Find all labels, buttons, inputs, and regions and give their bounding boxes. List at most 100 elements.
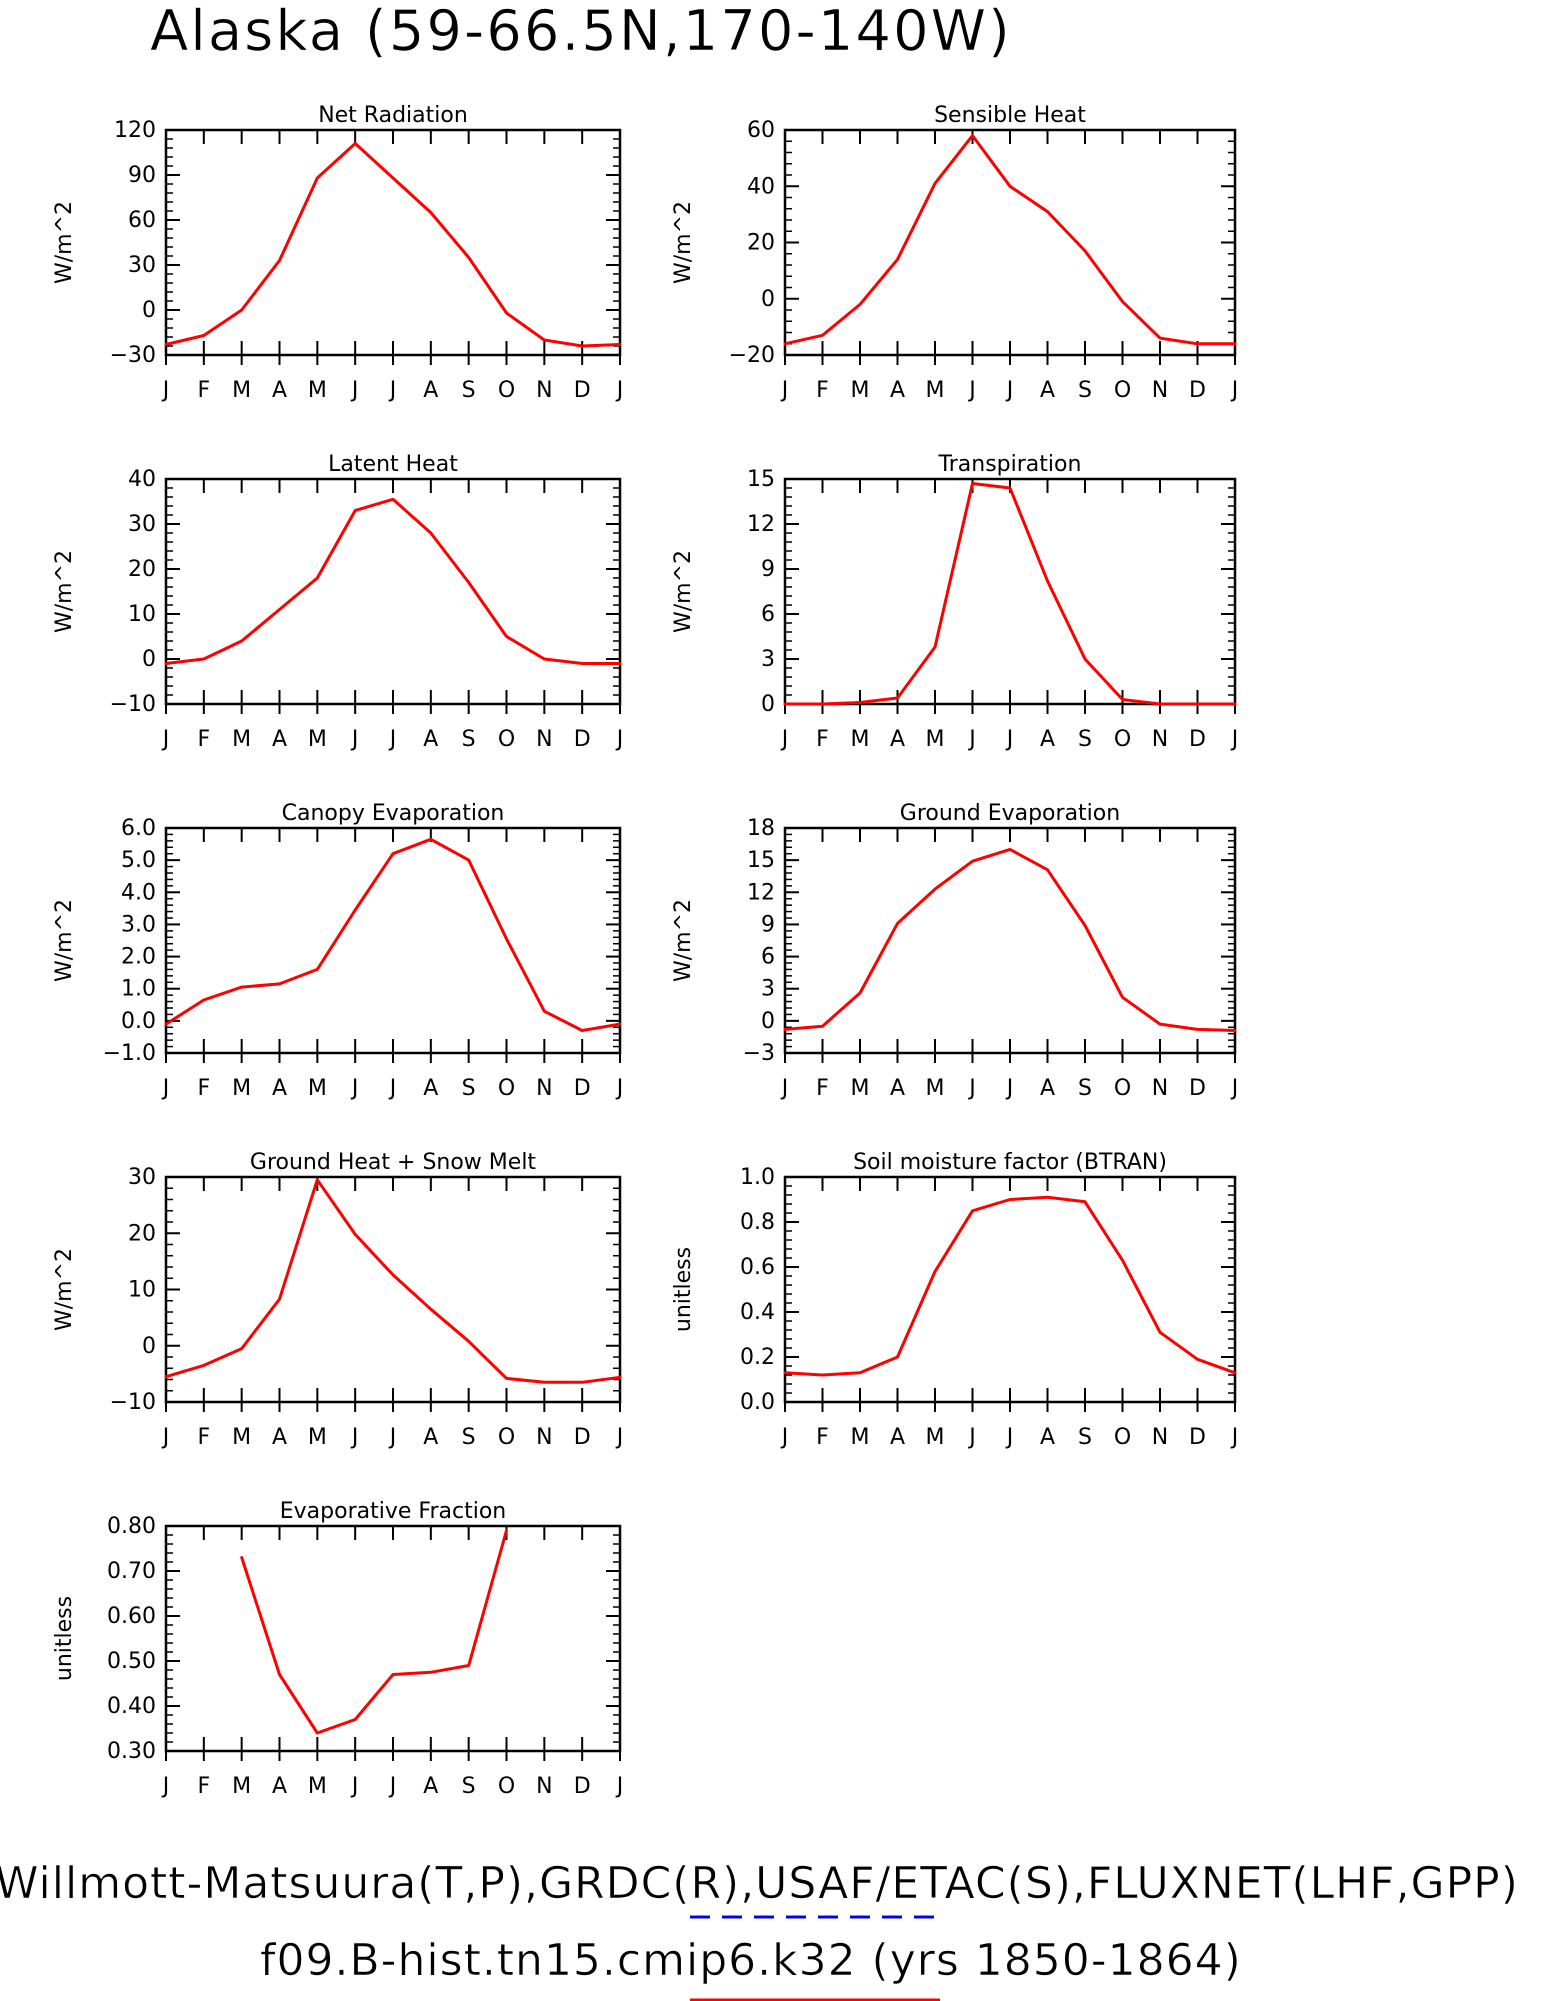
- chart-title: Transpiration: [938, 452, 1082, 477]
- x-tick-label: D: [1189, 378, 1206, 403]
- y-tick-label: 90: [128, 163, 156, 188]
- plot-frame: [164, 1524, 622, 1753]
- x-tick-label: M: [232, 378, 251, 403]
- y-tick-label: 0.6: [740, 1255, 775, 1280]
- y-tick-label: 9: [761, 912, 775, 937]
- y-axis-label: W/m^2: [52, 550, 77, 633]
- x-tick-label: F: [816, 1425, 829, 1450]
- chart-title: Ground Evaporation: [900, 801, 1120, 826]
- plot-frame: [164, 128, 622, 357]
- x-tick-label: S: [462, 378, 476, 403]
- x-tick-label: N: [536, 378, 552, 403]
- series-line-1: [164, 497, 622, 665]
- x-tick-label: J: [388, 1425, 397, 1450]
- x-tick-label: A: [272, 1774, 287, 1799]
- series-line-1: [240, 1529, 508, 1735]
- y-tick-label: 3.0: [121, 912, 156, 937]
- chart-title: Soil moisture factor (BTRAN): [853, 1150, 1167, 1175]
- x-tick-label: D: [1189, 1076, 1206, 1101]
- y-tick-label: 0.30: [107, 1739, 156, 1764]
- x-tick-label: S: [462, 1425, 476, 1450]
- y-axis-label: W/m^2: [671, 201, 696, 284]
- y-tick-label: 0.60: [107, 1604, 156, 1629]
- plot-frame: [783, 477, 1237, 706]
- x-tick-label: A: [890, 1425, 905, 1450]
- x-tick-label: M: [308, 378, 327, 403]
- x-tick-label: O: [1114, 727, 1131, 752]
- y-tick-label: 2.0: [121, 945, 156, 970]
- x-tick-label: J: [350, 1774, 359, 1799]
- plot-frame: [164, 826, 622, 1055]
- x-tick-label: A: [1040, 378, 1055, 403]
- x-tick-label: J: [388, 727, 397, 752]
- x-tick-label: J: [161, 1774, 170, 1799]
- x-tick-label: N: [1152, 727, 1168, 752]
- y-tick-label: −10: [110, 1390, 156, 1415]
- x-tick-label: J: [350, 378, 359, 403]
- y-tick-label: 60: [747, 118, 775, 143]
- y-tick-label: 3: [761, 647, 775, 672]
- y-tick-label: 5.0: [121, 848, 156, 873]
- x-tick-label: F: [816, 378, 829, 403]
- x-tick-label: M: [308, 1425, 327, 1450]
- x-tick-label: J: [615, 378, 624, 403]
- x-tick-label: D: [1189, 727, 1206, 752]
- series-line-1: [164, 142, 622, 348]
- x-tick-label: A: [272, 378, 287, 403]
- x-tick-label: J: [161, 1076, 170, 1101]
- x-tick-label: O: [1114, 378, 1131, 403]
- y-tick-label: −1.0: [103, 1041, 156, 1066]
- x-tick-label: F: [816, 727, 829, 752]
- x-tick-label: J: [350, 1076, 359, 1101]
- y-tick-label: 18: [747, 816, 775, 841]
- y-tick-label: 3: [761, 977, 775, 1002]
- chart-title: Evaporative Fraction: [280, 1499, 506, 1524]
- x-tick-label: J: [388, 1076, 397, 1101]
- y-tick-label: −3: [743, 1041, 775, 1066]
- x-tick-label: S: [462, 1774, 476, 1799]
- y-tick-label: 10: [128, 602, 156, 627]
- y-tick-label: 12: [747, 512, 775, 537]
- x-tick-label: F: [816, 1076, 829, 1101]
- y-tick-label: 30: [128, 253, 156, 278]
- x-tick-label: M: [232, 1425, 251, 1450]
- chart-panel-8: Soil moisture factor (BTRAN) unitless 0.0 0…: [671, 1150, 1238, 1450]
- x-tick-label: J: [615, 1076, 624, 1101]
- y-tick-label: 30: [128, 512, 156, 537]
- x-tick-label: M: [926, 1425, 945, 1450]
- x-tick-label: N: [536, 727, 552, 752]
- x-tick-label: M: [308, 1774, 327, 1799]
- y-tick-label: 0.4: [740, 1300, 775, 1325]
- x-tick-label: J: [1230, 378, 1239, 403]
- x-tick-label: S: [1078, 1425, 1092, 1450]
- x-tick-label: O: [498, 378, 515, 403]
- x-tick-label: J: [615, 1425, 624, 1450]
- chart-title: Latent Heat: [328, 452, 458, 477]
- chart-panel-7: Ground Heat + Snow Melt W/m^2 −10 0 10 20 30 J F…: [52, 1150, 623, 1450]
- y-tick-label: 12: [747, 880, 775, 905]
- y-tick-label: 0: [142, 647, 156, 672]
- y-axis-label: unitless: [671, 1247, 696, 1332]
- y-tick-label: 40: [747, 174, 775, 199]
- y-axis-label: W/m^2: [52, 1248, 77, 1331]
- y-axis-label: unitless: [52, 1596, 77, 1681]
- x-tick-label: F: [198, 378, 211, 403]
- x-tick-label: J: [967, 727, 976, 752]
- x-tick-label: N: [536, 1076, 552, 1101]
- x-tick-label: J: [1230, 1425, 1239, 1450]
- y-tick-label: 60: [128, 208, 156, 233]
- plot-frame: [783, 826, 1237, 1055]
- x-tick-label: J: [780, 1076, 789, 1101]
- y-axis-label: W/m^2: [671, 899, 696, 982]
- y-tick-label: 0.2: [740, 1345, 775, 1370]
- x-tick-label: N: [1152, 1076, 1168, 1101]
- x-tick-label: F: [198, 727, 211, 752]
- y-tick-label: 1.0: [121, 977, 156, 1002]
- x-tick-label: J: [161, 378, 170, 403]
- chart-title: Ground Heat + Snow Melt: [250, 1150, 537, 1175]
